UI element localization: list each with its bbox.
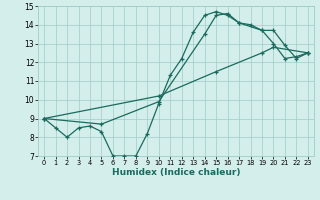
X-axis label: Humidex (Indice chaleur): Humidex (Indice chaleur) [112, 168, 240, 177]
